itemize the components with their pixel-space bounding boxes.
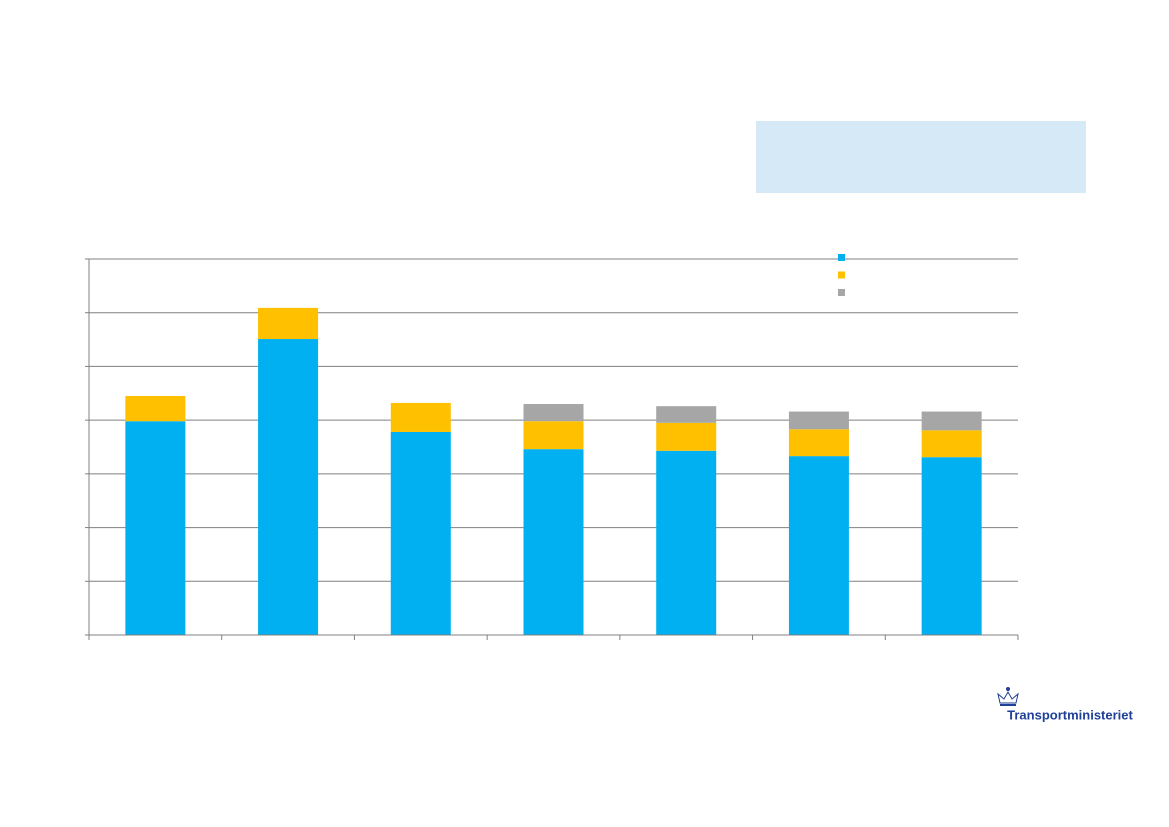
bar-segment	[258, 339, 319, 635]
bar-segment	[125, 395, 186, 422]
legend-marker	[838, 254, 845, 261]
bar-segment	[656, 406, 717, 423]
bar-segment	[921, 430, 982, 458]
bar-segment	[523, 404, 584, 422]
logo-text: Transportministeriet	[1007, 707, 1133, 722]
bar-segment	[788, 429, 849, 457]
bar-segment	[125, 421, 186, 635]
bar-segment	[523, 421, 584, 450]
legend-marker	[838, 271, 845, 279]
bar-segment	[788, 411, 849, 430]
bar-segment	[390, 431, 451, 635]
logo-crown	[997, 687, 1019, 706]
bar-segment	[788, 456, 849, 635]
legend-marker	[838, 289, 845, 296]
bar-segment	[656, 450, 717, 635]
bar-segment	[656, 422, 717, 451]
bar-segment	[390, 402, 451, 432]
bar-segment	[258, 307, 319, 340]
bar-segment	[921, 411, 982, 431]
bar-segment	[523, 449, 584, 635]
info-box	[756, 121, 1086, 193]
bar-segment	[921, 457, 982, 635]
